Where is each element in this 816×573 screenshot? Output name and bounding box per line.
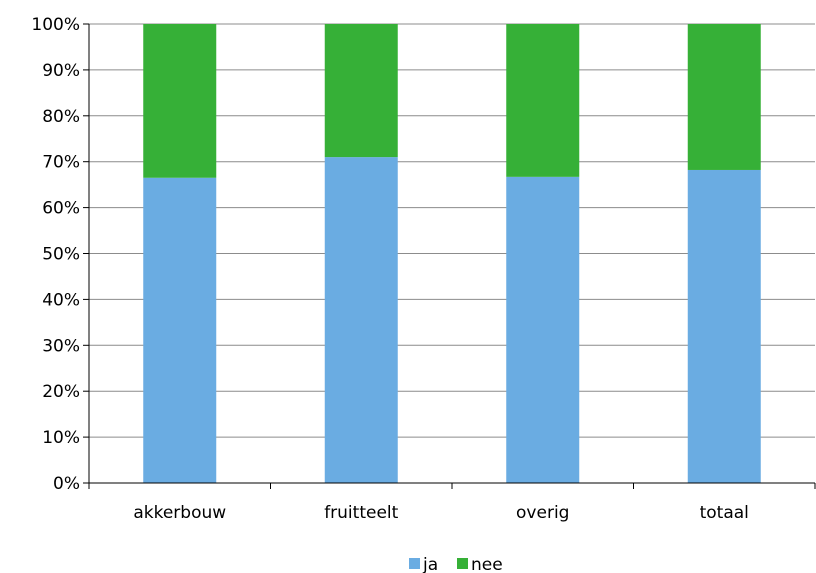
axes (88, 24, 816, 489)
y-tick-label: 60% (42, 199, 80, 219)
x-category-label: akkerbouw (133, 503, 226, 523)
bar-ja-fruitteelt (324, 157, 398, 484)
y-tick-label: 50% (42, 245, 80, 265)
y-tick-label: 70% (42, 153, 80, 173)
legend-swatch-nee (457, 558, 468, 569)
bar-nee-totaal (687, 24, 761, 170)
legend-label-nee: nee (471, 555, 503, 573)
y-tick-label: 10% (42, 428, 80, 448)
bar-ja-akkerbouw (143, 177, 217, 483)
bar-ja-overig (506, 176, 580, 484)
x-axis-category-labels: akkerbouw fruitteelt overig totaal (133, 503, 749, 523)
y-tick-label: 80% (42, 107, 80, 127)
y-axis-tick-labels: 0% 10% 20% 30% 40% 50% 60% 70% 80% 90% 100% (31, 15, 80, 494)
legend-label-ja: ja (422, 555, 438, 573)
y-tick-label: 30% (42, 336, 80, 356)
bar-series (143, 24, 761, 484)
x-category-label: overig (516, 503, 569, 523)
y-tick-label: 0% (53, 474, 80, 494)
legend-swatch-ja (409, 558, 420, 569)
y-tick-label: 20% (42, 382, 80, 402)
bar-nee-fruitteelt (324, 24, 398, 158)
legend: ja nee (409, 555, 503, 573)
bar-nee-overig (506, 24, 580, 177)
bar-ja-totaal (687, 169, 761, 483)
y-tick-label: 40% (42, 290, 80, 310)
y-tick-label: 100% (31, 15, 80, 35)
x-category-label: totaal (700, 503, 749, 523)
x-category-label: fruitteelt (324, 503, 398, 523)
y-tick-label: 90% (42, 61, 80, 81)
bar-nee-akkerbouw (143, 24, 217, 178)
